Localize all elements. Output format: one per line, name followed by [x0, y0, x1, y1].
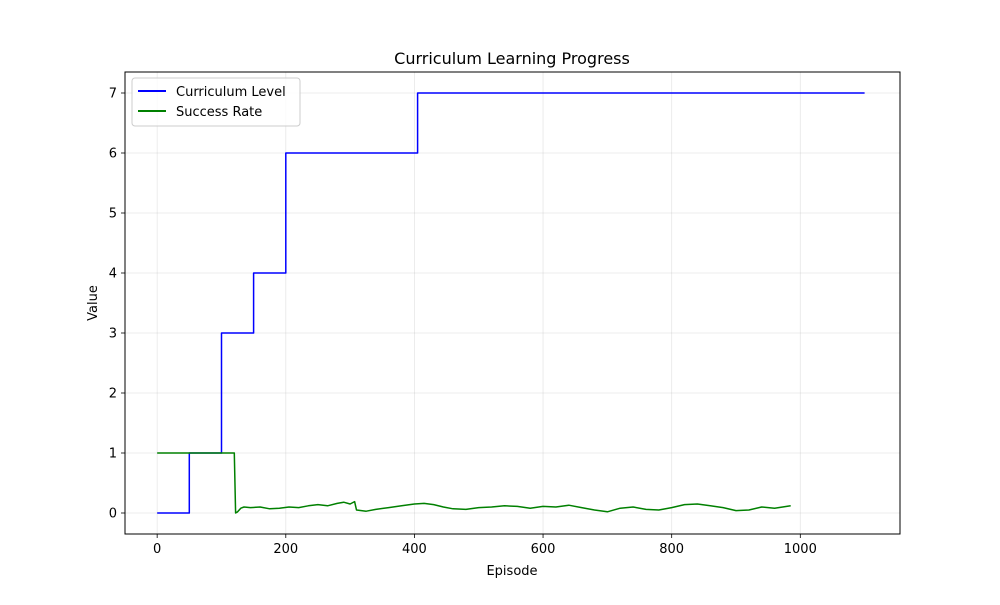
x-tick-label: 200 [273, 542, 298, 557]
y-tick-label: 1 [109, 447, 117, 462]
x-tick-label: 800 [659, 542, 684, 557]
x-tick-label: 0 [153, 542, 161, 557]
y-tick-label: 0 [109, 507, 117, 522]
series-line-curriculum-level [157, 92, 865, 514]
x-tick-label: 400 [402, 542, 427, 557]
y-tick-label: 3 [109, 327, 117, 342]
x-tick-label: 1000 [784, 542, 817, 557]
y-tick-label: 4 [109, 267, 117, 282]
ticks: 0 200 400 600 800 1000 0 1 2 3 4 5 6 7 [109, 87, 817, 558]
y-tick-label: 2 [109, 387, 117, 402]
x-axis-label: Episode [486, 564, 537, 579]
legend-label-curriculum-level: Curriculum Level [176, 85, 286, 100]
legend: Curriculum Level Success Rate [131, 77, 301, 127]
plot-frame [124, 71, 901, 535]
legend-box [131, 77, 301, 127]
y-tick-label: 5 [109, 207, 117, 222]
series-lines [157, 92, 865, 514]
y-tick-label: 7 [109, 87, 117, 102]
chart-title: Curriculum Learning Progress [394, 49, 630, 68]
x-tick-label: 600 [531, 542, 556, 557]
series-line-success-rate [157, 452, 791, 514]
y-tick-label: 6 [109, 147, 117, 162]
legend-label-success-rate: Success Rate [176, 105, 262, 120]
grid [125, 72, 900, 534]
y-axis-label: Value [86, 285, 101, 321]
